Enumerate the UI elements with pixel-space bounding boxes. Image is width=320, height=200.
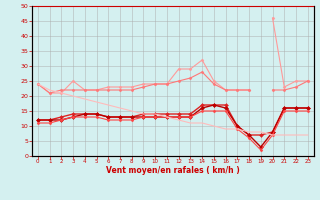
X-axis label: Vent moyen/en rafales ( km/h ): Vent moyen/en rafales ( km/h ) bbox=[106, 166, 240, 175]
